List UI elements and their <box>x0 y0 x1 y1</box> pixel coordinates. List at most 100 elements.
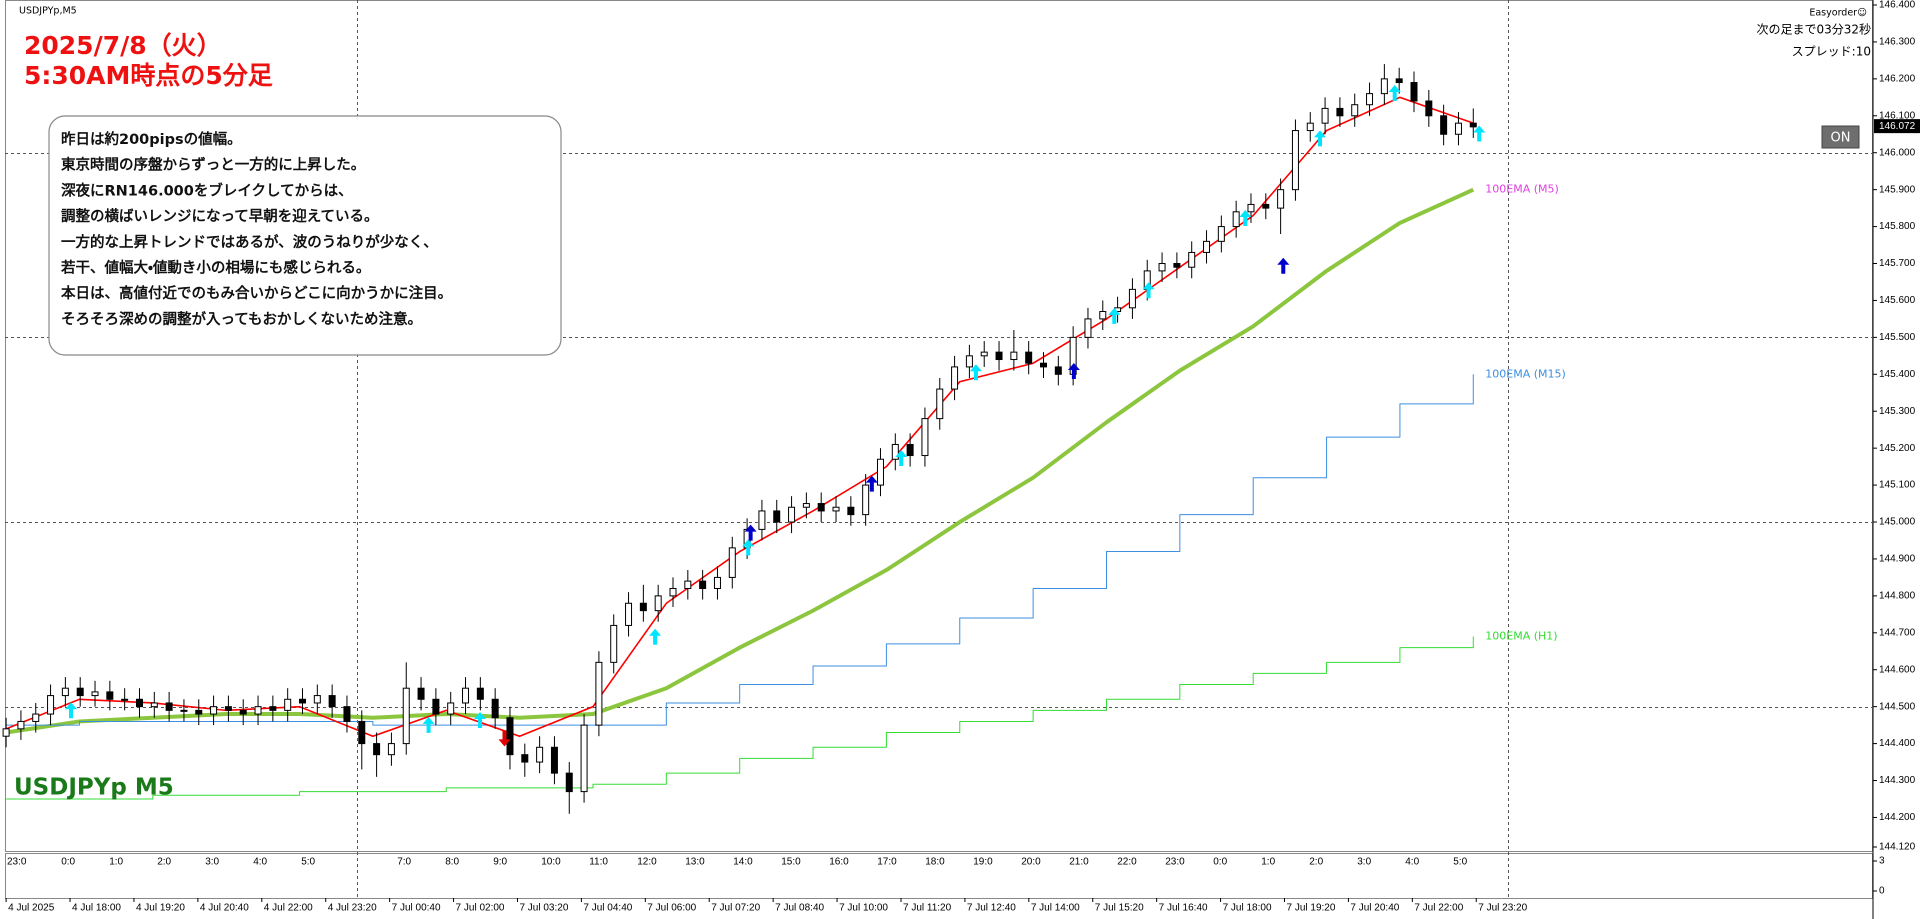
candle-body <box>580 724 588 793</box>
candle-body <box>1099 311 1107 320</box>
candle-body <box>565 772 573 793</box>
countdown: 次の足まで03分32秒 <box>1756 23 1871 37</box>
annotation-line: 若干、値幅大・値動き小の相場にも感じられる。 <box>60 259 370 277</box>
candle-body <box>284 698 292 711</box>
candle-body <box>135 698 143 708</box>
y-tick-label: 144.800 <box>1879 591 1916 602</box>
candle-body <box>788 506 796 523</box>
y-tick-label: 144.900 <box>1879 554 1916 565</box>
hour-label: 18:0 <box>925 857 945 868</box>
candle-body <box>491 698 499 719</box>
signal-arrow-up <box>1108 307 1121 324</box>
candle-body <box>1277 189 1285 209</box>
signal-arrows <box>65 85 1486 747</box>
sub-y-tick-label: 3 <box>1879 856 1885 867</box>
hour-label: 11:0 <box>589 857 608 868</box>
candle-body <box>121 698 129 701</box>
candle-body <box>610 624 618 663</box>
candle-body <box>180 709 188 712</box>
hour-label: 23:0 <box>1165 857 1185 868</box>
axes: 144.120 144.200 144.300 144.400 144.500 144.6… <box>5 0 1920 914</box>
hour-label: 3:0 <box>1357 857 1371 868</box>
candle-body <box>625 602 633 626</box>
candle-body <box>91 691 99 697</box>
hour-label: 9:0 <box>493 857 507 868</box>
candle-body <box>1410 82 1418 102</box>
ema-line <box>5 187 1475 735</box>
ema-label: 100EMA (M15) <box>1485 367 1566 380</box>
y-tick-label: 146.200 <box>1879 74 1916 85</box>
signal-arrow-up <box>1314 130 1327 147</box>
y-tick-label: 146.000 <box>1879 147 1916 158</box>
on-button[interactable] <box>1821 125 1860 149</box>
candle-body <box>891 443 899 460</box>
grid <box>5 153 1873 708</box>
fast-ma-line <box>5 96 1474 738</box>
x-tick-label: 7 Jul 20:40 <box>1350 903 1399 914</box>
y-tick-label: 145.100 <box>1879 480 1916 491</box>
hour-label: 10:0 <box>541 857 561 868</box>
candle-body <box>1454 122 1462 135</box>
y-tick-label: 144.600 <box>1879 664 1916 675</box>
y-tick-label: 145.000 <box>1879 517 1916 528</box>
candle-body <box>224 706 232 711</box>
candle-body <box>195 709 203 715</box>
candle-body <box>862 484 870 516</box>
candle-body <box>1203 240 1211 253</box>
x-tick-label: 7 Jul 18:00 <box>1223 903 1272 914</box>
candle-body <box>521 754 529 763</box>
y-tick-label: 144.500 <box>1879 701 1916 712</box>
title-line: 2025/7/8（火） <box>24 31 222 60</box>
y-tick-label: 144.120 <box>1879 842 1916 853</box>
candle-body <box>1336 107 1344 117</box>
ema-label: 100EMA (H1) <box>1485 630 1557 643</box>
x-tick-label: 7 Jul 06:00 <box>647 903 696 914</box>
hour-label: 0:0 <box>61 857 75 868</box>
candle-body <box>728 547 736 578</box>
candle-body <box>387 743 395 756</box>
candle-body <box>1040 362 1047 368</box>
candle-body <box>76 687 84 697</box>
candle-body <box>1084 318 1092 338</box>
hour-label: 20:0 <box>1021 857 1041 868</box>
candle-body <box>550 746 558 774</box>
candle-body <box>313 695 321 704</box>
candle-body <box>817 503 825 512</box>
y-tick-label: 145.600 <box>1879 295 1916 306</box>
candle-body <box>669 587 677 597</box>
y-tick-label: 146.100 <box>1879 110 1916 121</box>
x-tick-label: 7 Jul 03:20 <box>519 903 568 914</box>
candle-body <box>847 506 855 516</box>
candle-body <box>1306 122 1314 132</box>
hour-label: 5:0 <box>1453 857 1467 868</box>
indicator-lines: 100EMA (M5) 100EMA (M15) 100EMA (H1) <box>5 96 1566 800</box>
signal-arrow-up <box>422 716 435 733</box>
signal-arrow-up <box>1388 85 1401 102</box>
spread: スプレッド:10 <box>1792 45 1871 59</box>
x-tick-label: 7 Jul 08:40 <box>775 903 824 914</box>
on-button-label[interactable]: ON <box>1831 131 1851 146</box>
candle-body <box>1469 122 1477 128</box>
signal-arrow-up <box>895 449 908 466</box>
x-tick-label: 7 Jul 19:20 <box>1287 903 1336 914</box>
y-tick-label: 144.400 <box>1879 738 1916 749</box>
candle-body <box>654 595 662 612</box>
hour-label: 7:0 <box>397 857 411 868</box>
signal-arrow-up <box>474 712 487 729</box>
candle-body <box>921 418 929 457</box>
candle-body <box>462 687 470 704</box>
x-tick-label: 4 Jul 18:00 <box>72 903 121 914</box>
y-tick-label: 144.700 <box>1879 627 1916 638</box>
watermark: USDJPYp M5 <box>14 775 174 801</box>
hour-label: 15:0 <box>781 857 801 868</box>
candles <box>2 64 1477 814</box>
candle-body <box>269 706 277 711</box>
y-tick-label: 145.400 <box>1879 369 1916 380</box>
candle-body <box>254 706 262 715</box>
hour-label: 23:0 <box>7 857 27 868</box>
annotation-box <box>48 115 562 356</box>
hour-label: 22:0 <box>1117 857 1137 868</box>
candle-body <box>432 698 440 715</box>
x-tick-label: 7 Jul 14:00 <box>1031 903 1080 914</box>
